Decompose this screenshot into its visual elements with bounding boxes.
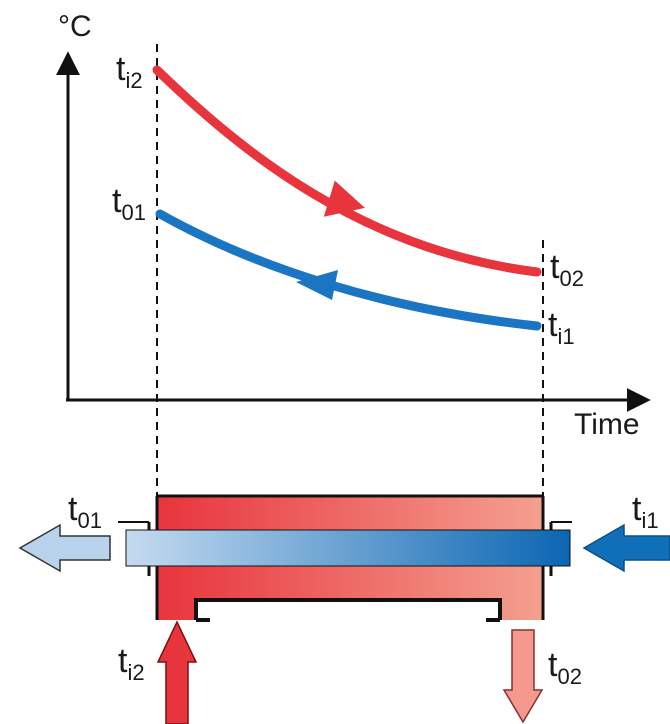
right-inlet-arrow bbox=[582, 523, 670, 573]
cold-curve bbox=[155, 209, 542, 331]
label-left-t01: t01 bbox=[68, 490, 102, 533]
label-bottom-t02: t02 bbox=[548, 646, 582, 689]
inner-baffle bbox=[194, 598, 502, 620]
label-ti1: ti1 bbox=[548, 306, 575, 349]
label-t01: t01 bbox=[112, 182, 146, 225]
x-axis-label: Time bbox=[574, 408, 640, 441]
label-bottom-ti2: ti2 bbox=[118, 642, 145, 685]
label-right-ti1: ti1 bbox=[632, 490, 659, 533]
heat-exchanger bbox=[118, 494, 572, 622]
cold-direction-arrow bbox=[296, 270, 338, 300]
hot-curve bbox=[152, 65, 542, 277]
bottom-hot-outlet-arrow bbox=[502, 629, 544, 724]
bottom-hot-inlet-arrow bbox=[156, 620, 198, 724]
label-ti2: ti2 bbox=[116, 50, 143, 93]
hot-direction-arrow bbox=[323, 180, 365, 217]
cold-tube bbox=[125, 529, 571, 567]
y-axis-unit: °C bbox=[58, 10, 92, 43]
left-outlet-arrow bbox=[18, 523, 111, 573]
label-t02: t02 bbox=[550, 248, 584, 291]
